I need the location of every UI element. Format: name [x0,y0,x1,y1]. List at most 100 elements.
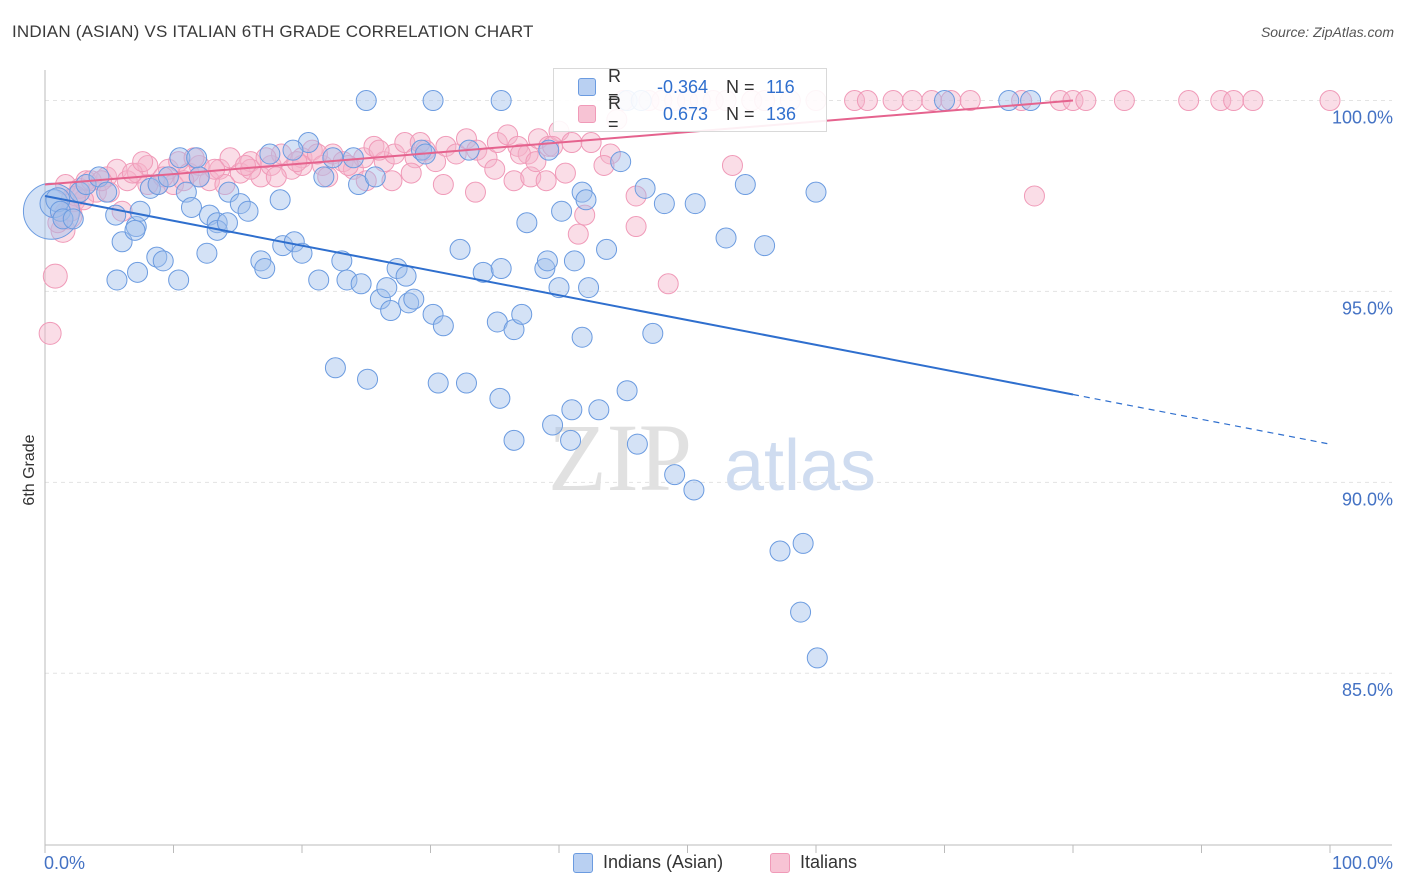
legend-r-value: -0.364 [656,76,708,97]
data-point [503,170,525,192]
data-point [490,258,512,280]
data-point [634,177,656,199]
legend-r-label: R = [608,93,621,134]
data-point [625,185,647,207]
data-point [1023,185,1045,207]
data-point [901,90,923,112]
data-point [255,147,277,169]
data-point [234,154,256,176]
trend-line [44,195,1074,396]
legend-row-italians: R = 0.673 N = 136 [554,93,806,134]
watermark-atlas: atlas [724,426,876,506]
data-point [297,132,319,154]
data-point [563,250,585,272]
data-point [1319,90,1341,112]
tick-labels: 85.0% 90.0% 95.0% 100.0% 0.0% 100.0% [44,108,1393,873]
y-tick-label: 85.0% [1342,680,1393,700]
data-point [376,277,398,299]
data-point [882,90,904,112]
bottom-legend-italians[interactable]: Italians [770,852,857,873]
data-point [561,399,583,421]
data-point [106,269,128,291]
data-point [683,479,705,501]
data-point [1210,90,1232,112]
data-point [575,189,597,211]
data-point [571,326,593,348]
data-point [449,238,471,260]
data-point [180,196,202,218]
trend-line-extension [1072,393,1331,445]
data-point [129,200,151,222]
data-point [844,90,866,112]
data-point [229,193,251,215]
legend-row-indians: R = -0.364 N = 116 [554,66,806,107]
data-point [715,227,737,249]
legend-label-indians: Indians (Asian) [603,852,724,872]
data-point [265,166,287,188]
data-point [1020,90,1042,112]
data-point [75,174,97,196]
data-point [357,368,379,390]
data-point [593,154,615,176]
data-point [464,181,486,203]
data-point [806,647,828,669]
data-point [536,250,558,272]
data-point [548,277,570,299]
data-point [169,147,191,169]
data-point [998,90,1020,112]
x-tick-label: 100.0% [1332,853,1393,873]
trend-line [44,99,1074,186]
grid-lines [45,100,1392,674]
data-point [538,139,560,161]
data-point [427,372,449,394]
data-point [580,132,602,154]
data-point [322,147,344,169]
data-point [805,181,827,203]
data-point [769,540,791,562]
trend-lines [44,99,1331,445]
data-point [124,219,146,241]
data-point [368,139,390,161]
data-point [921,90,943,112]
data-point [535,170,557,192]
data-point [188,166,210,188]
data-point [146,246,168,268]
data-point [734,174,756,196]
data-point [511,303,533,325]
data-point [259,143,281,165]
data-point [269,189,291,211]
legend-r-label: R = [608,66,621,107]
data-point [198,204,220,226]
data-point [96,181,118,203]
data-point [754,235,776,257]
data-point [49,200,71,222]
data-point [308,269,330,291]
data-point [856,90,878,112]
data-point [400,162,422,184]
data-point [490,90,512,112]
bottom-legend-indians[interactable]: Indians (Asian) [573,852,723,873]
data-point [196,242,218,264]
data-point [403,288,425,310]
data-point [364,166,386,188]
data-point [596,238,618,260]
data-point [1178,90,1200,112]
data-point [1075,90,1097,112]
legend-label-italians: Italians [800,852,858,872]
legend-n-label: N = [726,76,755,97]
data-point [517,143,539,165]
data-point [610,151,632,173]
data-point [554,162,576,184]
axes [44,70,1392,853]
data-point [664,464,686,486]
data-point [42,263,68,289]
watermark-zip: ZIP [548,404,692,511]
data-point [395,265,417,287]
data-point [218,181,240,203]
y-tick-label: 95.0% [1342,298,1393,318]
source-label: Source: ZipAtlas.com [1260,24,1394,40]
legend-n-value: 116 [766,76,795,97]
data-point [168,269,190,291]
data-point [1223,90,1245,112]
